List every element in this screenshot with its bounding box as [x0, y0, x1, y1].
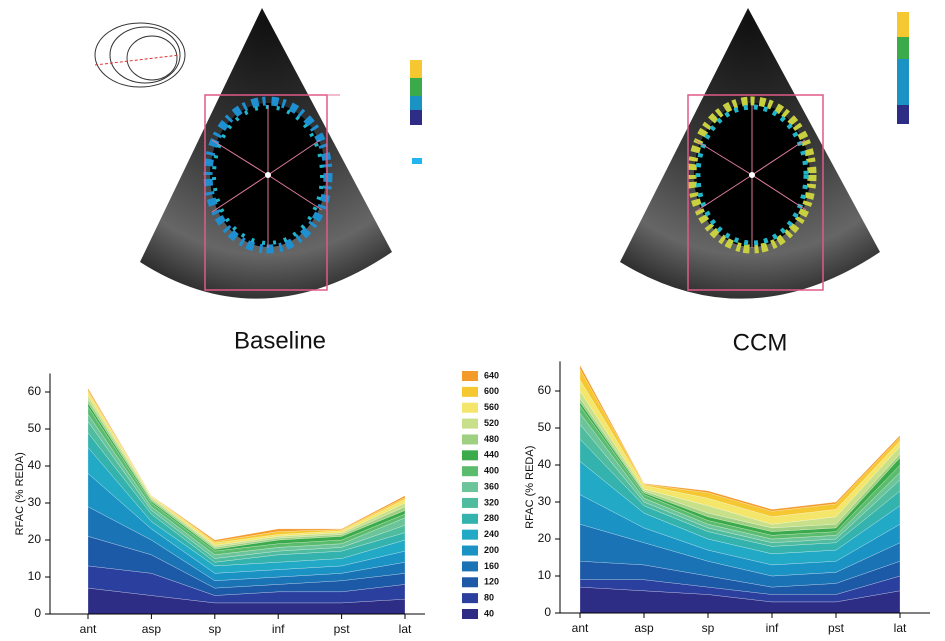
- x-tick-label: inf: [272, 622, 285, 636]
- y-tick-label: 40: [28, 458, 42, 472]
- legend-label: 520: [484, 418, 499, 428]
- x-tick-label: lat: [399, 622, 412, 636]
- legend-label: 400: [484, 466, 499, 476]
- legend-label: 160: [484, 561, 499, 571]
- y-tick-label: 50: [28, 421, 42, 435]
- y-tick-label: 20: [538, 531, 552, 545]
- y-axis-label: RFAC (% REDA): [14, 452, 26, 535]
- legend-swatch: [462, 418, 478, 429]
- legend-swatch: [462, 561, 478, 572]
- legend-swatch: [462, 609, 478, 619]
- legend-swatch: [462, 466, 478, 477]
- x-tick-label: sp: [208, 622, 221, 636]
- y-axis-label: RFAC (% REDA): [524, 446, 536, 529]
- x-tick-label: asp: [634, 621, 654, 635]
- x-tick-label: asp: [142, 622, 162, 636]
- x-tick-label: ant: [572, 621, 589, 635]
- x-tick-label: pst: [334, 622, 351, 636]
- legend-label: 120: [484, 577, 499, 587]
- y-tick-label: 10: [28, 569, 42, 583]
- x-tick-label: ant: [80, 622, 97, 636]
- chart-title: Baseline: [234, 327, 326, 354]
- legend-swatch: [462, 402, 478, 413]
- y-tick-label: 50: [538, 420, 552, 434]
- y-tick-label: 0: [544, 605, 551, 619]
- legend-label: 600: [484, 386, 499, 396]
- x-tick-label: inf: [766, 621, 779, 635]
- legend-swatch: [462, 513, 478, 524]
- legend-label: 240: [484, 529, 499, 539]
- y-tick-label: 60: [28, 384, 42, 398]
- legend-label: 280: [484, 513, 499, 523]
- legend-swatch: [462, 371, 478, 381]
- legend-label: 480: [484, 434, 499, 444]
- y-tick-label: 20: [28, 532, 42, 546]
- legend-label: 80: [484, 593, 494, 603]
- legend-swatch: [462, 497, 478, 508]
- legend-label: 320: [484, 497, 499, 507]
- x-tick-label: pst: [828, 621, 845, 635]
- y-tick-label: 0: [34, 606, 41, 620]
- x-tick-label: sp: [702, 621, 715, 635]
- echo-image-ccm: [620, 8, 909, 299]
- legend-label: 200: [484, 545, 499, 555]
- legend-label: 360: [484, 481, 499, 491]
- legend-swatch: [462, 545, 478, 556]
- y-tick-label: 30: [28, 495, 42, 509]
- chart-title: CCM: [733, 329, 788, 356]
- x-tick-label: lat: [894, 621, 907, 635]
- legend-label: 440: [484, 450, 499, 460]
- echo-image-baseline: [94, 8, 422, 299]
- y-tick-label: 40: [538, 457, 552, 471]
- legend-label: 560: [484, 402, 499, 412]
- legend-swatch: [462, 529, 478, 540]
- y-tick-label: 30: [538, 494, 552, 508]
- y-tick-label: 60: [538, 383, 552, 397]
- legend-swatch: [462, 386, 478, 397]
- legend-swatch: [462, 593, 478, 604]
- legend-swatch: [462, 482, 478, 493]
- area-layer: [87, 387, 406, 542]
- legend-swatch: [462, 577, 478, 588]
- legend-swatch: [462, 450, 478, 461]
- y-tick-label: 10: [538, 568, 552, 582]
- legend-label: 640: [484, 370, 499, 380]
- legend-swatch: [462, 434, 478, 445]
- legend-label: 40: [484, 608, 494, 618]
- area-layer: [579, 365, 901, 512]
